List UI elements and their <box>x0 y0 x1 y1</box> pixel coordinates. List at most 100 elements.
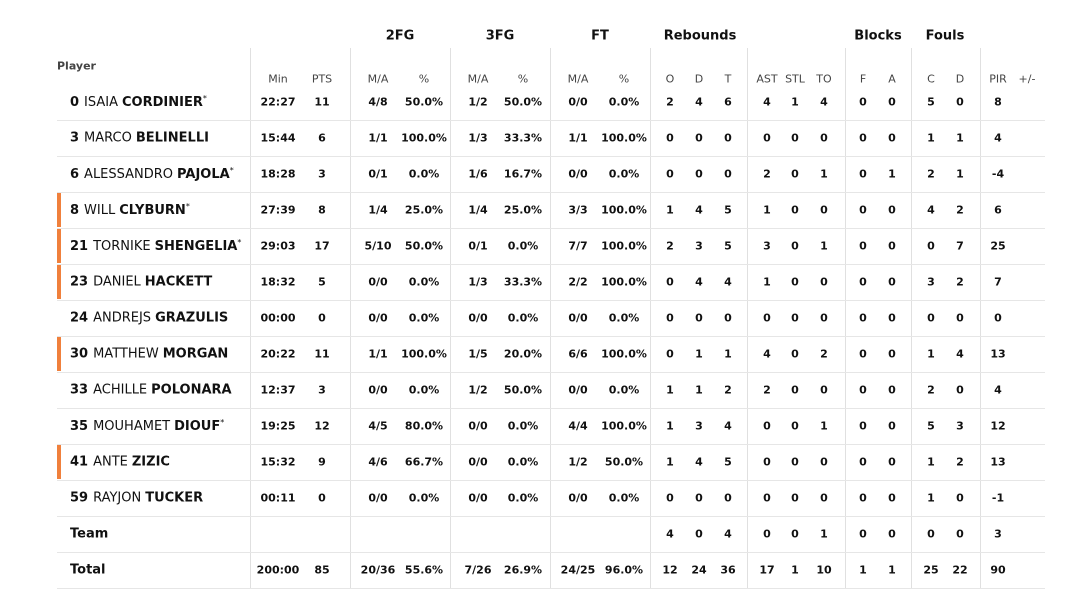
stat-cell: 85 <box>314 563 330 577</box>
stat-cell: 22:27 <box>260 95 296 109</box>
stat-cell: 3 <box>318 383 326 397</box>
column-divider <box>845 48 846 588</box>
stat-cell: 0.0% <box>408 383 440 397</box>
row-label: Total <box>70 562 106 578</box>
player-number: 3 <box>70 130 80 146</box>
column-divider <box>250 48 251 588</box>
stat-cell: 0 <box>859 527 867 541</box>
stat-cell: 2 <box>724 383 732 397</box>
player-name: Total <box>70 563 106 578</box>
stat-cell: 0 <box>820 275 828 289</box>
last-name: CORDINIER <box>122 95 203 111</box>
stat-cell: 15:32 <box>260 455 296 469</box>
stat-cell: 9 <box>318 455 326 469</box>
stat-cell: 0.0% <box>507 239 539 253</box>
stat-cell: 1 <box>820 527 828 541</box>
stat-cell: 0 <box>956 311 964 325</box>
stat-cell: 4 <box>695 275 703 289</box>
stat-cell: 4 <box>994 131 1002 145</box>
first-name: ISAIA <box>84 95 118 111</box>
stat-cell: 1 <box>695 383 703 397</box>
stat-cell: 4 <box>763 347 771 361</box>
stat-cell: 100.0% <box>601 239 647 253</box>
stat-cell: 25 <box>923 563 939 577</box>
stat-cell: 0 <box>791 131 799 145</box>
stat-cell: 1 <box>859 563 867 577</box>
stat-cell: 0/0 <box>568 383 588 397</box>
stat-cell: 1 <box>763 275 771 289</box>
column-header: STL <box>785 72 805 86</box>
first-name: MATTHEW <box>93 346 159 362</box>
stat-cell: 0/0 <box>468 419 488 433</box>
stat-cell: 100.0% <box>401 131 447 145</box>
stat-cell: 0/0 <box>468 311 488 325</box>
stat-cell: 0.0% <box>608 311 640 325</box>
column-header: M/A <box>367 72 389 86</box>
stat-cell: 0 <box>724 491 732 505</box>
stat-cell: 4 <box>724 275 732 289</box>
player-name: 35 MOUHAMET DIOUF* <box>70 418 224 434</box>
stat-cell: 1 <box>666 419 674 433</box>
stat-cell: 1 <box>666 203 674 217</box>
stat-cell: 5 <box>724 203 732 217</box>
stat-cell: 1/3 <box>468 275 488 289</box>
stat-cell: 25.0% <box>404 203 444 217</box>
stat-cell: 4 <box>695 203 703 217</box>
column-header: PTS <box>311 72 333 86</box>
stat-cell: 4 <box>820 95 828 109</box>
stat-cell: 1 <box>927 491 935 505</box>
stat-cell: 4 <box>724 419 732 433</box>
stat-cell: 0 <box>859 311 867 325</box>
stat-cell: 1 <box>763 203 771 217</box>
stat-cell: 0/0 <box>468 455 488 469</box>
last-name: BELINELLI <box>135 130 209 146</box>
stat-cell: 0.0% <box>408 167 440 181</box>
stat-cell: 18:28 <box>260 167 296 181</box>
stat-cell: 0.0% <box>507 455 539 469</box>
stat-cell: 5 <box>927 419 935 433</box>
starter-mark: * <box>237 237 242 247</box>
stat-cell: 0 <box>695 311 703 325</box>
stat-cell: 100.0% <box>601 275 647 289</box>
row-divider <box>57 372 1045 373</box>
stat-cell: 0.0% <box>507 311 539 325</box>
stat-cell: 0 <box>888 527 896 541</box>
column-header: AST <box>756 72 778 86</box>
player-name: 6 ALESSANDRO PAJOLA* <box>70 166 234 182</box>
stat-cell: 0 <box>888 311 896 325</box>
stat-cell: 1/5 <box>468 347 488 361</box>
stat-cell: 0 <box>820 131 828 145</box>
stat-cell: 50.0% <box>604 455 644 469</box>
stat-cell: 0/0 <box>368 383 388 397</box>
first-name: ACHILLE <box>93 382 148 398</box>
starter-mark: * <box>220 417 225 427</box>
stat-cell: 0 <box>666 491 674 505</box>
stat-cell: 0.0% <box>408 491 440 505</box>
column-header: Min <box>268 72 288 86</box>
stat-cell: 50.0% <box>503 383 543 397</box>
last-name: HACKETT <box>144 274 213 290</box>
stat-cell: 33.3% <box>503 275 543 289</box>
stat-cell: 4/4 <box>568 419 588 433</box>
stat-cell: 11 <box>314 95 330 109</box>
stat-cell: 4 <box>956 347 964 361</box>
stat-cell: 4 <box>695 95 703 109</box>
player-name: 59 RAYJON TUCKER <box>70 491 203 506</box>
group-header: Rebounds <box>663 28 737 44</box>
last-name: SHENGELIA <box>154 239 238 255</box>
stat-cell: 1 <box>666 455 674 469</box>
stat-cell: 1 <box>927 455 935 469</box>
column-header: % <box>517 72 529 86</box>
starter-mark: * <box>202 93 207 103</box>
stat-cell: 0 <box>820 491 828 505</box>
column-header: M/A <box>467 72 489 86</box>
stat-cell: 3 <box>695 239 703 253</box>
stat-cell: 16.7% <box>503 167 543 181</box>
stat-cell: 0 <box>888 203 896 217</box>
stat-cell: 3 <box>318 167 326 181</box>
stat-cell: 0 <box>666 311 674 325</box>
last-name: DIOUF <box>174 419 221 435</box>
player-header: Player <box>57 59 96 73</box>
stat-cell: 0 <box>695 167 703 181</box>
